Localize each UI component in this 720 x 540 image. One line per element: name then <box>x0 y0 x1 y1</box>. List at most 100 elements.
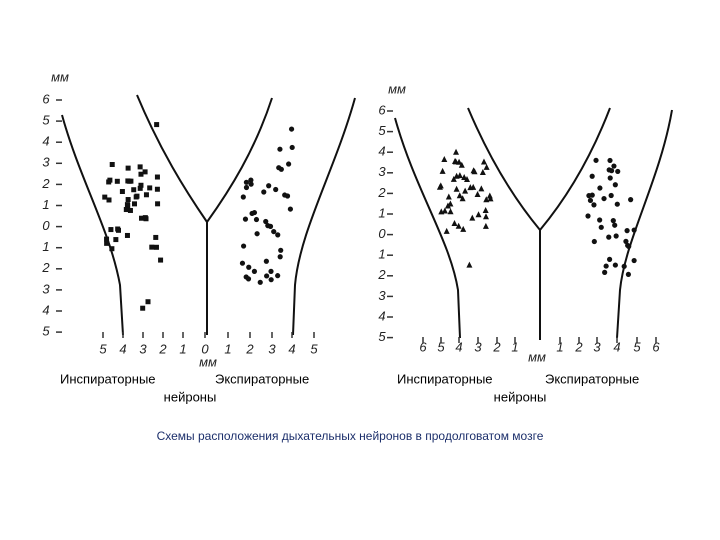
y-tick-label: 1 <box>42 197 49 212</box>
neuron <box>612 222 618 228</box>
neuron <box>263 258 269 264</box>
x-tick-label: 4 <box>613 339 620 354</box>
y-tick-label: 1 <box>378 205 385 220</box>
x-tick-label: 4 <box>288 341 295 356</box>
neuron <box>597 217 603 223</box>
neuron <box>601 195 607 202</box>
neuron <box>631 227 637 233</box>
neuron <box>453 148 460 155</box>
caption-left: Инспираторные <box>60 371 156 386</box>
neuron <box>273 186 279 193</box>
y-tick-label: 0 <box>378 226 386 241</box>
y-tick-label: 3 <box>42 281 50 296</box>
neuron <box>154 122 160 128</box>
neuron <box>109 246 115 252</box>
neuron <box>450 175 457 182</box>
neuron <box>607 175 613 181</box>
neuron <box>108 227 114 233</box>
caption-right: Экспираторные <box>215 371 309 386</box>
y-tick-label: 5 <box>378 329 386 344</box>
neuron <box>463 176 470 183</box>
x-tick-label: 1 <box>511 339 518 354</box>
neuron <box>482 207 489 214</box>
neuron <box>441 155 448 162</box>
y-tick-label: 1 <box>378 247 385 262</box>
neuron <box>288 126 295 132</box>
neuron <box>621 263 627 269</box>
contour <box>136 94 273 224</box>
neuron <box>486 192 493 199</box>
neuron <box>282 192 288 198</box>
x-tick-label: 1 <box>224 341 231 356</box>
neuron <box>155 201 161 207</box>
neuron <box>131 187 137 193</box>
neuron <box>587 197 594 204</box>
neuron <box>239 260 246 266</box>
neuron <box>142 169 148 175</box>
neuron <box>462 187 469 194</box>
y-tick-label: 3 <box>42 155 50 170</box>
y-tick-label: 1 <box>42 239 49 254</box>
neuron <box>253 216 260 223</box>
neuron <box>243 179 250 185</box>
neuron <box>245 276 252 282</box>
neuron <box>138 182 144 188</box>
neuron <box>591 202 597 208</box>
x-tick-label: 1 <box>556 339 563 354</box>
neuron <box>593 157 599 163</box>
neuron <box>106 197 112 203</box>
neuron <box>459 195 466 202</box>
neuron <box>126 178 132 184</box>
neuron <box>447 200 454 207</box>
x-tick-label: 4 <box>455 339 462 354</box>
neuron <box>589 173 595 179</box>
neuron <box>254 231 260 237</box>
y-tick-label: 5 <box>42 324 50 339</box>
neuron <box>243 184 250 191</box>
neuron <box>469 214 476 221</box>
neuron <box>471 168 478 175</box>
x-tick-label: 2 <box>245 341 254 356</box>
neuron <box>625 271 631 278</box>
neuron <box>271 228 277 235</box>
neuron <box>607 157 613 164</box>
neuron <box>623 238 629 244</box>
neuron <box>277 146 283 152</box>
neuron <box>248 181 254 187</box>
y-tick-label: 4 <box>378 144 385 159</box>
x-tick-label: 3 <box>139 341 147 356</box>
neuron <box>138 171 144 177</box>
neuron <box>612 182 618 188</box>
neuron <box>286 161 292 167</box>
y-tick-label: 6 <box>42 91 50 106</box>
neuron <box>154 174 160 180</box>
neuron <box>125 197 131 203</box>
caption-left: Инспираторные <box>397 371 493 386</box>
x-tick-label: 5 <box>633 339 641 354</box>
neuron <box>137 185 143 191</box>
neuron <box>107 177 113 183</box>
neuron <box>249 210 255 217</box>
neuron <box>612 262 618 268</box>
y-tick-label: 4 <box>378 308 385 323</box>
neuron <box>439 167 446 174</box>
neuron <box>124 232 130 238</box>
neuron <box>631 257 637 264</box>
neuron <box>104 236 110 242</box>
neuron <box>611 163 617 169</box>
neuron <box>606 256 613 262</box>
caption-right: Экспираторные <box>545 371 639 386</box>
neuron <box>482 222 489 229</box>
neuron <box>137 164 143 170</box>
y-tick-label: 2 <box>377 185 386 200</box>
x-tick-label: 0 <box>201 341 209 356</box>
neuron <box>240 243 247 249</box>
neuron <box>479 168 486 175</box>
neuron <box>467 184 474 191</box>
neuron <box>147 185 153 191</box>
neuron <box>263 218 269 225</box>
neuron <box>127 207 133 213</box>
x-tick-label: 4 <box>119 341 126 356</box>
neuron <box>626 243 632 249</box>
